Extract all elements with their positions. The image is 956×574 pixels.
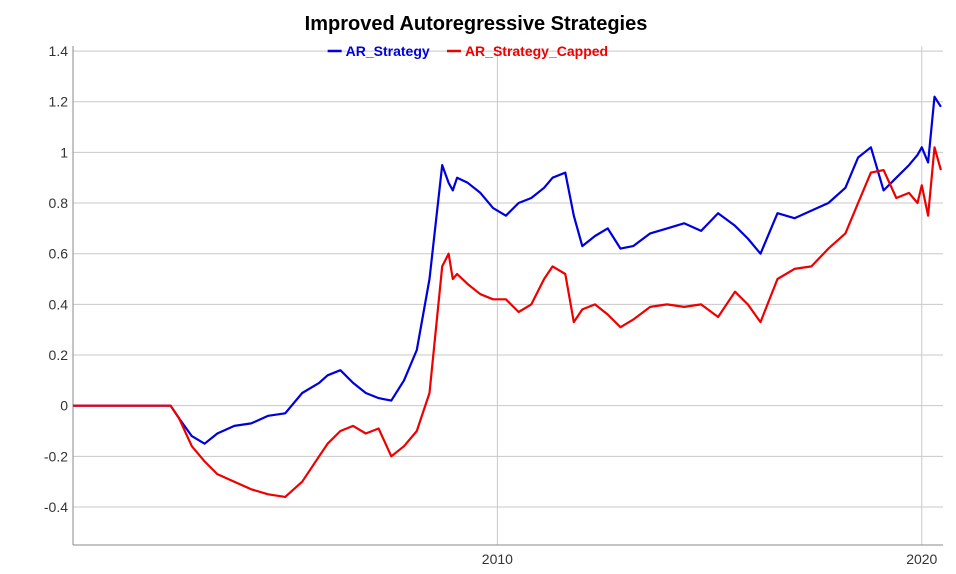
grid: [73, 46, 943, 545]
series-lines: [73, 95, 942, 498]
y-tick-label: 1: [60, 144, 68, 160]
y-tick-label: -0.4: [44, 499, 68, 515]
y-tick-label: 0.2: [49, 347, 69, 363]
legend-item-1[interactable]: AR_Strategy_Capped: [446, 43, 608, 59]
series-line-1: [73, 146, 942, 498]
y-tick-label: 0.4: [49, 296, 69, 312]
y-tick-label: 0.8: [49, 195, 69, 211]
y-tick-labels: 1.4 1.2 1 0.8 0.6 0.4 0.2 0 -0.2 -0.4: [44, 43, 68, 515]
legend-item-0[interactable]: AR_Strategy: [327, 43, 430, 59]
legend[interactable]: AR_Strategy AR_Strategy_Capped: [327, 43, 608, 59]
y-tick-label: 1.2: [49, 94, 69, 110]
y-tick-label: -0.2: [44, 448, 68, 464]
legend-label: AR_Strategy_Capped: [465, 43, 608, 59]
x-tick-labels: 2010 2020: [482, 551, 938, 567]
axes: [72, 46, 943, 546]
x-tick-label: 2020: [906, 551, 937, 567]
y-tick-label: 1.4: [49, 43, 69, 59]
legend-label: AR_Strategy: [346, 43, 430, 59]
series-line-0: [73, 95, 942, 445]
y-tick-label: 0.6: [49, 246, 69, 262]
x-tick-label: 2010: [482, 551, 513, 567]
chart-title: Improved Autoregressive Strategies: [305, 13, 648, 35]
y-tick-label: 0: [60, 398, 68, 414]
